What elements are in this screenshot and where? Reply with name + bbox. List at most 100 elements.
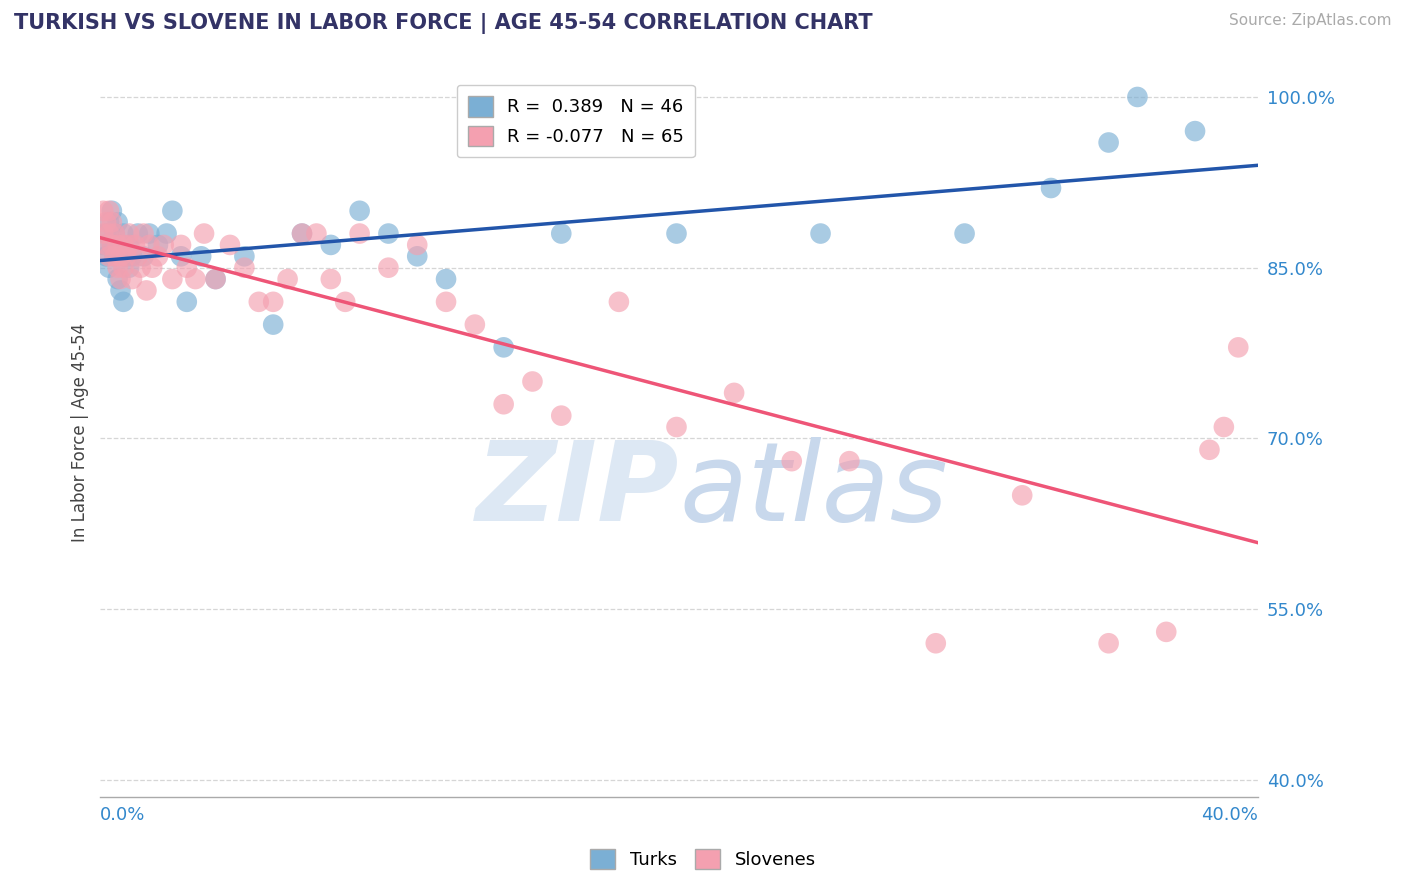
Point (305, 227, 328, 241)
Point (262, 294, 284, 309)
Legend: R =  0.389   N = 46, R = -0.077   N = 65: R = 0.389 N = 46, R = -0.077 N = 65 (457, 85, 695, 157)
Point (94, 238, 117, 252)
Point (115, 249, 138, 263)
Point (492, 397, 515, 411)
Point (838, 454, 860, 468)
Point (406, 249, 429, 263)
Point (107, 215, 129, 229)
Point (291, 227, 314, 241)
Point (101, 238, 124, 252)
Point (1040, 181, 1063, 195)
Point (349, 203, 371, 218)
Text: atlas: atlas (679, 437, 948, 544)
Point (112, 260, 135, 275)
Point (141, 260, 163, 275)
Point (98, 227, 121, 241)
Point (146, 249, 169, 263)
Point (190, 249, 212, 263)
Text: Source: ZipAtlas.com: Source: ZipAtlas.com (1229, 13, 1392, 29)
Point (94, 227, 117, 241)
Point (780, 454, 803, 468)
Point (118, 238, 141, 252)
Point (127, 227, 149, 241)
Point (1227, 340, 1250, 354)
Point (176, 294, 198, 309)
Point (94, 215, 117, 229)
Point (104, 227, 127, 241)
Point (121, 249, 143, 263)
Point (953, 227, 976, 241)
Text: 40.0%: 40.0% (1202, 806, 1258, 824)
Point (138, 227, 160, 241)
Point (550, 409, 572, 423)
Point (101, 238, 124, 252)
Point (607, 294, 630, 309)
Point (110, 284, 132, 298)
Point (129, 260, 152, 275)
Point (464, 318, 486, 332)
Point (1198, 442, 1220, 457)
Point (277, 272, 299, 286)
Point (377, 260, 399, 275)
Point (723, 385, 745, 400)
Point (522, 375, 544, 389)
Point (118, 227, 141, 241)
Point (91, 238, 114, 252)
Point (335, 294, 357, 309)
Point (118, 238, 141, 252)
Point (152, 238, 174, 252)
Point (1097, 636, 1119, 650)
Point (101, 215, 124, 229)
Point (184, 272, 207, 286)
Point (104, 249, 127, 263)
Point (492, 340, 515, 354)
Point (98, 215, 121, 229)
Point (98, 249, 121, 263)
Point (132, 249, 155, 263)
Point (101, 203, 124, 218)
Point (204, 272, 226, 286)
Text: 0.0%: 0.0% (100, 806, 146, 824)
Point (110, 238, 132, 252)
Point (104, 249, 127, 263)
Point (155, 227, 177, 241)
Point (1097, 136, 1119, 150)
Point (434, 272, 457, 286)
Point (665, 420, 688, 434)
Point (104, 227, 127, 241)
Point (810, 227, 832, 241)
Text: ZIP: ZIP (475, 437, 679, 544)
Point (162, 272, 184, 286)
Point (1126, 90, 1149, 104)
Point (124, 238, 146, 252)
Point (247, 294, 270, 309)
Point (107, 238, 129, 252)
Point (1154, 624, 1177, 639)
Point (1011, 488, 1033, 502)
Point (219, 238, 242, 252)
Point (115, 249, 138, 263)
Point (107, 260, 129, 275)
Point (319, 238, 342, 252)
Point (110, 272, 132, 286)
Point (107, 272, 129, 286)
Point (94, 249, 117, 263)
Point (127, 249, 149, 263)
Point (925, 636, 948, 650)
Point (118, 260, 141, 275)
Point (91, 227, 114, 241)
Point (135, 284, 157, 298)
Point (138, 238, 160, 252)
Point (146, 238, 169, 252)
Point (291, 227, 314, 241)
Point (233, 249, 256, 263)
Point (193, 227, 215, 241)
Point (91, 203, 114, 218)
Point (665, 227, 688, 241)
Point (233, 260, 256, 275)
Point (406, 238, 429, 252)
Point (170, 238, 193, 252)
Point (132, 227, 155, 241)
Point (1184, 124, 1206, 138)
Point (98, 203, 121, 218)
